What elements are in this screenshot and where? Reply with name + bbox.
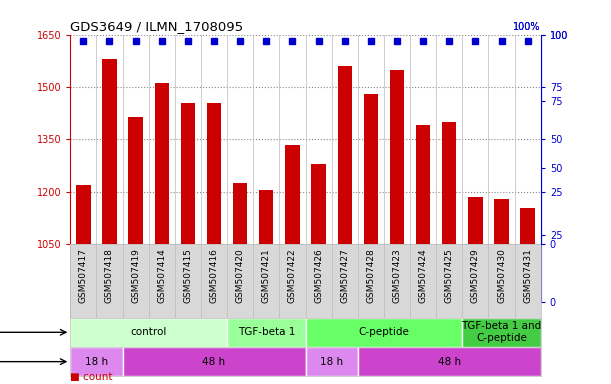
Bar	[442, 122, 456, 244]
Text: GSM507422: GSM507422	[288, 248, 297, 303]
Text: GSM507427: GSM507427	[340, 248, 349, 303]
Text: GSM507424: GSM507424	[419, 248, 428, 303]
Bar	[70, 318, 227, 347]
Text: 18 h: 18 h	[320, 357, 343, 367]
Text: GSM507430: GSM507430	[497, 248, 506, 303]
Bar	[181, 103, 195, 244]
Text: control: control	[131, 327, 167, 337]
Text: GSM507429: GSM507429	[471, 248, 480, 303]
Bar	[494, 199, 509, 244]
Bar	[468, 197, 483, 244]
Text: 18 h: 18 h	[85, 357, 108, 367]
Bar	[155, 83, 169, 244]
Text: GSM507431: GSM507431	[523, 248, 532, 303]
Text: TGF-beta 1 and
C-peptide: TGF-beta 1 and C-peptide	[461, 321, 542, 343]
Text: TGF-beta 1: TGF-beta 1	[238, 327, 295, 337]
Bar	[285, 145, 299, 244]
Bar	[227, 318, 306, 347]
Bar	[306, 318, 463, 347]
Text: GSM507426: GSM507426	[314, 248, 323, 303]
Text: GDS3649 / ILMN_1708095: GDS3649 / ILMN_1708095	[70, 20, 243, 33]
Text: GSM507421: GSM507421	[262, 248, 271, 303]
Text: GSM507417: GSM507417	[79, 248, 88, 303]
Text: C-peptide: C-peptide	[359, 327, 409, 337]
Bar	[76, 185, 90, 244]
Text: GSM507415: GSM507415	[183, 248, 192, 303]
Bar	[207, 103, 221, 244]
Bar	[128, 117, 143, 244]
Text: GSM507420: GSM507420	[236, 248, 244, 303]
Bar	[70, 347, 123, 376]
Text: GSM507425: GSM507425	[445, 248, 454, 303]
Bar	[312, 164, 326, 244]
Bar	[102, 59, 117, 244]
Text: ■ count: ■ count	[70, 372, 113, 382]
Bar	[233, 183, 247, 244]
Text: GSM507423: GSM507423	[392, 248, 401, 303]
Text: GSM507414: GSM507414	[157, 248, 166, 303]
Bar	[306, 347, 358, 376]
Bar	[358, 347, 541, 376]
Bar	[123, 347, 306, 376]
Bar	[364, 94, 378, 244]
Text: GSM507416: GSM507416	[210, 248, 219, 303]
Bar	[259, 190, 274, 244]
Text: 100%: 100%	[513, 22, 541, 33]
Bar	[416, 126, 430, 244]
Text: 100%: 100%	[513, 22, 541, 32]
Text: 48 h: 48 h	[202, 357, 225, 367]
Text: 48 h: 48 h	[437, 357, 461, 367]
Bar	[337, 66, 352, 244]
Bar	[463, 318, 541, 347]
Bar	[390, 70, 404, 244]
Bar	[521, 207, 535, 244]
Text: GSM507418: GSM507418	[105, 248, 114, 303]
Text: GSM507428: GSM507428	[367, 248, 375, 303]
Text: GSM507419: GSM507419	[131, 248, 140, 303]
